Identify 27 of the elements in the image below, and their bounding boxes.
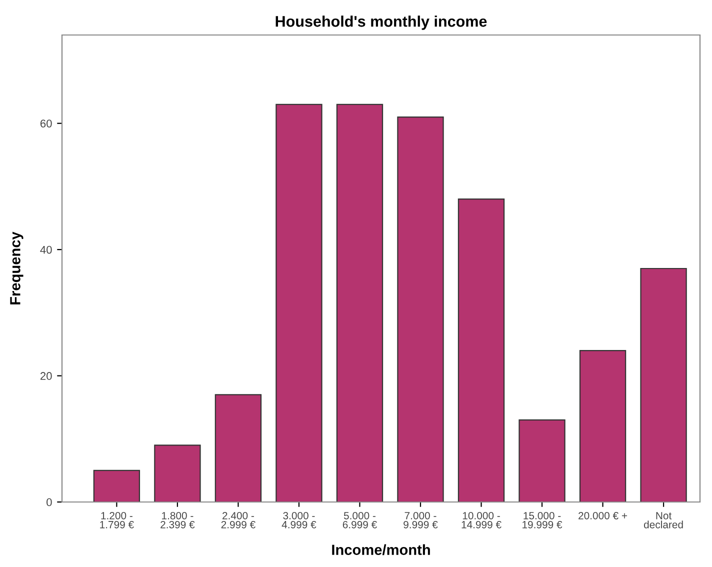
- x-tick-label: 15.000 - 19.999 €: [522, 512, 562, 528]
- x-tick-label: 1.200 - 1.799 €: [100, 512, 134, 528]
- chart-title: Household's monthly income: [276, 16, 487, 30]
- bar: [397, 116, 444, 502]
- y-tick-label: 60: [40, 120, 52, 128]
- bar: [336, 104, 384, 502]
- bar: [276, 104, 322, 502]
- x-tick-label: 5.000 - 6.999 €: [342, 512, 377, 528]
- bar: [93, 470, 140, 502]
- bar: [518, 419, 566, 502]
- bar: [579, 350, 626, 502]
- y-tick-label: 40: [40, 246, 52, 254]
- bar: [640, 268, 687, 502]
- x-tick-label: 10.000 - 14.999 €: [462, 512, 502, 528]
- bar: [214, 394, 262, 502]
- y-tick-label: 0: [46, 498, 52, 506]
- y-tick-label: 20: [40, 372, 52, 380]
- x-tick-label: 2.400 - 2.999 €: [221, 512, 256, 528]
- y-axis-title: Frequency: [10, 232, 24, 304]
- x-tick-label: 1.800 - 2.399 €: [160, 512, 195, 528]
- x-tick-label: Not declared: [644, 512, 683, 528]
- bar: [458, 198, 505, 502]
- x-tick-label: 20.000 € +: [578, 512, 628, 520]
- bar: [154, 444, 201, 502]
- x-axis-title: Income/month: [332, 544, 430, 556]
- x-tick-label: 3.000 - 4.999 €: [282, 512, 316, 528]
- x-tick-label: 7.000 - 9.999 €: [404, 512, 438, 528]
